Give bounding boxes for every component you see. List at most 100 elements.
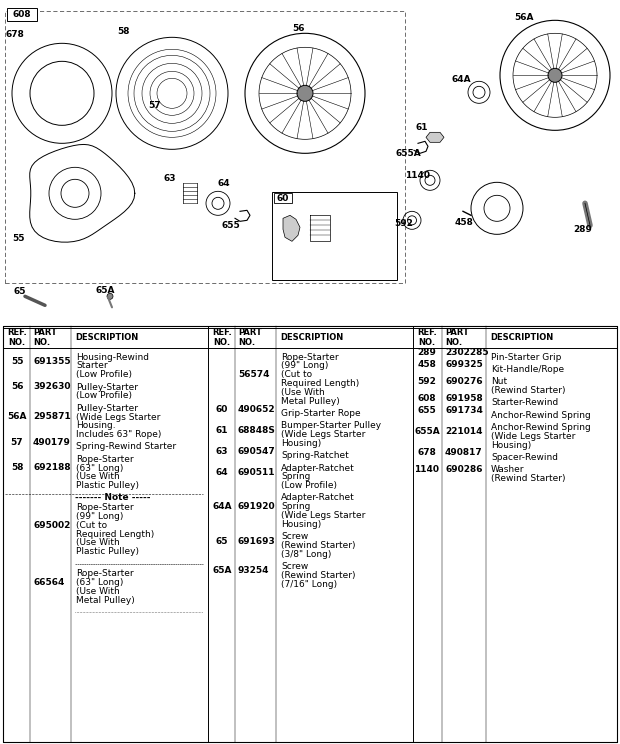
Text: 655: 655: [222, 221, 241, 230]
Text: Spring-Rewind Starter: Spring-Rewind Starter: [76, 443, 176, 452]
Text: (Wide Legs Starter: (Wide Legs Starter: [281, 511, 365, 520]
Text: 2302285: 2302285: [445, 348, 489, 357]
Text: Screw: Screw: [281, 562, 308, 571]
Text: 68848S: 68848S: [238, 426, 276, 434]
Text: Housing): Housing): [281, 439, 321, 448]
Text: (3/8" Long): (3/8" Long): [281, 550, 331, 559]
Circle shape: [107, 293, 113, 299]
Text: Housing.: Housing.: [76, 421, 115, 430]
Text: Spring: Spring: [281, 502, 311, 511]
Text: 64: 64: [216, 468, 228, 477]
Text: (Low Profile): (Low Profile): [76, 371, 132, 379]
Text: (99" Long): (99" Long): [281, 362, 329, 371]
Text: 608: 608: [418, 394, 436, 403]
Text: (63" Long): (63" Long): [76, 464, 123, 472]
Text: 690547: 690547: [238, 446, 276, 456]
Text: 592: 592: [394, 219, 413, 228]
Text: 65: 65: [216, 536, 228, 545]
Text: Housing): Housing): [281, 520, 321, 529]
Text: ------- Note -----: ------- Note -----: [75, 493, 151, 502]
Text: 1140: 1140: [405, 171, 430, 180]
Text: Bumper-Starter Pulley: Bumper-Starter Pulley: [281, 421, 381, 430]
Text: REF.
NO.: REF. NO.: [212, 328, 232, 347]
Text: 678: 678: [417, 449, 436, 458]
Text: DESCRIPTION: DESCRIPTION: [75, 333, 138, 342]
Polygon shape: [426, 132, 444, 142]
Text: REF.
NO.: REF. NO.: [7, 328, 27, 347]
Text: 691355: 691355: [33, 357, 71, 366]
Text: 61: 61: [415, 123, 428, 132]
Text: (Low Profile): (Low Profile): [281, 481, 337, 490]
Text: 64: 64: [218, 179, 231, 187]
Text: (Wide Legs Starter: (Wide Legs Starter: [281, 430, 365, 439]
Text: Grip-Starter Rope: Grip-Starter Rope: [281, 409, 361, 418]
Text: Metal Pulley): Metal Pulley): [76, 596, 135, 605]
Text: Plastic Pulley): Plastic Pulley): [76, 547, 139, 557]
Text: Rope-Starter: Rope-Starter: [281, 353, 339, 362]
Text: 58: 58: [11, 464, 24, 472]
Text: Metal Pulley): Metal Pulley): [281, 397, 340, 405]
Text: PART
NO.: PART NO.: [238, 328, 262, 347]
Text: REF.
NO.: REF. NO.: [417, 328, 437, 347]
Text: (Rewind Starter): (Rewind Starter): [491, 474, 565, 483]
Text: 490817: 490817: [445, 449, 483, 458]
Text: (7/16" Long): (7/16" Long): [281, 580, 337, 589]
Text: 65: 65: [14, 287, 27, 296]
Text: DESCRIPTION: DESCRIPTION: [280, 333, 343, 342]
Text: Spring-Ratchet: Spring-Ratchet: [281, 452, 348, 461]
Text: 63: 63: [216, 446, 228, 456]
Text: Includes 63" Rope): Includes 63" Rope): [76, 430, 161, 439]
Circle shape: [297, 86, 313, 101]
Text: Spacer-Rewind: Spacer-Rewind: [491, 453, 558, 462]
Text: 690286: 690286: [445, 465, 482, 474]
Text: (Use With: (Use With: [76, 539, 120, 548]
Text: 691693: 691693: [238, 536, 276, 545]
Text: Rope-Starter: Rope-Starter: [76, 569, 134, 578]
Text: 655A: 655A: [395, 149, 421, 158]
Text: (Rewind Starter): (Rewind Starter): [281, 541, 355, 550]
Text: 56: 56: [11, 382, 24, 391]
Text: (Wide Legs Starter: (Wide Legs Starter: [76, 412, 161, 422]
Text: (Use With: (Use With: [76, 587, 120, 596]
Text: 678: 678: [5, 30, 24, 39]
Text: 699325: 699325: [445, 361, 483, 370]
Text: 56574: 56574: [238, 371, 270, 379]
Text: 55: 55: [11, 357, 24, 366]
Text: 65A: 65A: [95, 286, 115, 295]
Text: Starter-Rewind: Starter-Rewind: [491, 398, 558, 408]
Text: 392630: 392630: [33, 382, 71, 391]
Text: (Use With: (Use With: [76, 472, 120, 481]
Text: 63: 63: [163, 174, 175, 183]
Text: 690511: 690511: [238, 468, 275, 477]
Text: (99" Long): (99" Long): [76, 512, 123, 521]
Text: Starter: Starter: [76, 362, 108, 371]
Text: 60: 60: [277, 194, 289, 203]
Text: 1140: 1140: [415, 465, 440, 474]
Text: Pin-Starter Grip: Pin-Starter Grip: [491, 353, 561, 362]
Text: Pulley-Starter: Pulley-Starter: [76, 382, 138, 391]
Text: 93254: 93254: [238, 566, 270, 575]
Text: 692188: 692188: [33, 464, 71, 472]
Bar: [5, 11, 405, 283]
Text: PART
NO.: PART NO.: [33, 328, 57, 347]
Text: 61: 61: [216, 426, 228, 434]
Text: (63" Long): (63" Long): [76, 578, 123, 587]
Text: Screw: Screw: [281, 532, 308, 541]
Text: Rope-Starter: Rope-Starter: [76, 503, 134, 512]
Bar: [274, 193, 292, 203]
Text: Nut: Nut: [491, 377, 507, 386]
Text: 691920: 691920: [238, 502, 276, 511]
Text: 57: 57: [11, 438, 24, 447]
Text: (Rewind Starter): (Rewind Starter): [281, 571, 355, 580]
Text: Anchor-Rewind Spring: Anchor-Rewind Spring: [491, 411, 591, 420]
Text: Washer: Washer: [491, 465, 525, 474]
Text: Required Length): Required Length): [281, 379, 359, 388]
Text: 458: 458: [455, 218, 474, 227]
Text: 655: 655: [418, 406, 436, 415]
Text: 289: 289: [417, 348, 436, 357]
Text: Plastic Pulley): Plastic Pulley): [76, 481, 139, 490]
Text: Housing-Rewind: Housing-Rewind: [76, 353, 149, 362]
Text: 608: 608: [12, 10, 32, 19]
Text: 490179: 490179: [33, 438, 71, 447]
Text: Kit-Handle/Rope: Kit-Handle/Rope: [491, 365, 564, 374]
